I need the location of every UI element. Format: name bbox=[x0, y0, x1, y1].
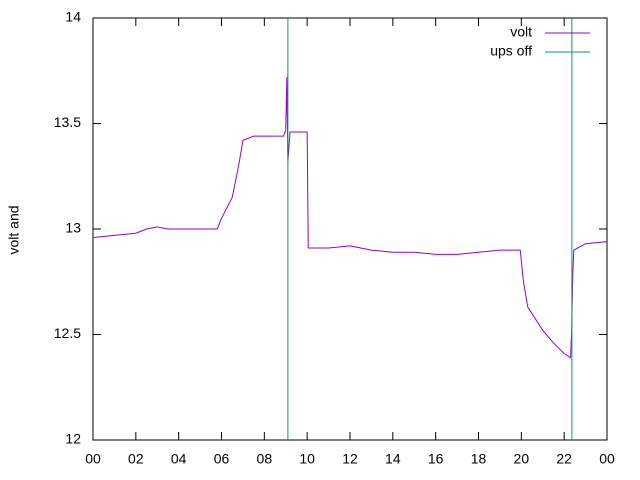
y-tick-label: 12 bbox=[65, 431, 81, 447]
x-tick-label: 22 bbox=[556, 451, 572, 467]
legend-label: ups off bbox=[490, 43, 532, 59]
x-tick-label: 00 bbox=[599, 451, 615, 467]
x-tick-label: 10 bbox=[299, 451, 315, 467]
x-tick-label: 08 bbox=[257, 451, 273, 467]
y-axis-label: volt and bbox=[6, 205, 22, 254]
x-tick-label: 00 bbox=[85, 451, 101, 467]
legend-label: volt bbox=[510, 24, 532, 40]
y-tick-label: 14 bbox=[65, 9, 81, 25]
y-tick-label: 12.5 bbox=[54, 325, 81, 341]
x-tick-label: 12 bbox=[342, 451, 358, 467]
x-tick-label: 16 bbox=[428, 451, 444, 467]
x-tick-label: 18 bbox=[471, 451, 487, 467]
data-line bbox=[92, 77, 608, 359]
x-tick-label: 02 bbox=[128, 451, 144, 467]
x-tick-label: 20 bbox=[514, 451, 530, 467]
y-tick-label: 13 bbox=[65, 220, 81, 236]
x-tick-label: 06 bbox=[214, 451, 230, 467]
data-line bbox=[287, 18, 573, 440]
x-tick-label: 04 bbox=[171, 451, 187, 467]
x-tick-label: 14 bbox=[385, 451, 401, 467]
y-tick-label: 13.5 bbox=[54, 114, 81, 130]
